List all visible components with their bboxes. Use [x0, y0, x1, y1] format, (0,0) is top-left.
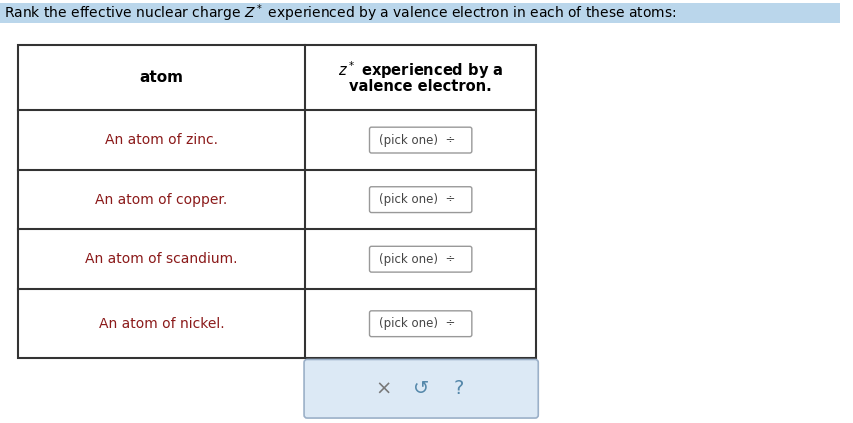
Text: (pick one)  ÷: (pick one) ÷	[378, 134, 455, 147]
Text: atom: atom	[139, 70, 183, 85]
Text: ↺: ↺	[413, 379, 429, 398]
FancyBboxPatch shape	[18, 45, 536, 358]
Text: An atom of nickel.: An atom of nickel.	[98, 317, 224, 331]
FancyBboxPatch shape	[0, 3, 839, 23]
Text: (pick one)  ÷: (pick one) ÷	[378, 253, 455, 266]
Text: An atom of copper.: An atom of copper.	[96, 192, 227, 207]
Text: (pick one)  ÷: (pick one) ÷	[378, 193, 455, 206]
Text: valence electron.: valence electron.	[349, 79, 491, 94]
FancyBboxPatch shape	[304, 360, 537, 418]
FancyBboxPatch shape	[369, 311, 472, 337]
Text: Rank the effective nuclear charge $Z^*$ experienced by a valence electron in eac: Rank the effective nuclear charge $Z^*$ …	[4, 2, 676, 24]
Text: An atom of scandium.: An atom of scandium.	[85, 252, 237, 266]
FancyBboxPatch shape	[369, 127, 472, 153]
Text: ×: ×	[375, 379, 392, 398]
FancyBboxPatch shape	[369, 246, 472, 272]
FancyBboxPatch shape	[369, 187, 472, 212]
Text: $z^*$ experienced by a: $z^*$ experienced by a	[338, 60, 502, 82]
Text: An atom of zinc.: An atom of zinc.	[105, 133, 218, 147]
Text: (pick one)  ÷: (pick one) ÷	[378, 317, 455, 330]
Text: ?: ?	[453, 379, 463, 398]
